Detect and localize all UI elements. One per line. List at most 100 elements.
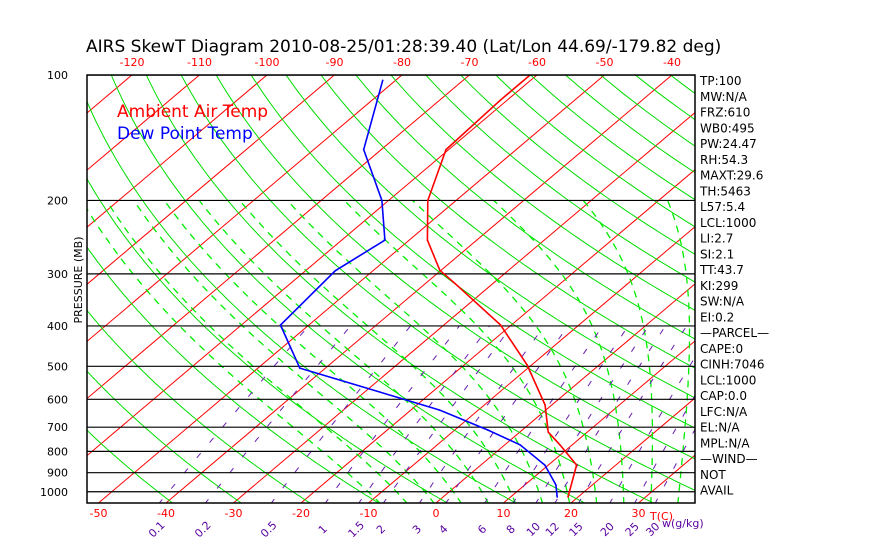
- temp-point: [547, 431, 550, 433]
- isotherm-line: [0, 66, 75, 504]
- isotherm-line: [165, 75, 673, 503]
- index-label: SI:2.1: [700, 247, 734, 261]
- isotherm-line: [0, 66, 8, 504]
- index-label: —WIND—: [700, 452, 758, 466]
- mixing-ratio-tick-label: 10: [524, 520, 543, 539]
- temp-point: [559, 444, 561, 446]
- mixing-ratio-tick-label: 0.2: [192, 519, 214, 541]
- temp-point: [426, 199, 429, 202]
- mixing-ratio-line: [324, 325, 460, 503]
- pressure-tick-label: 900: [47, 467, 68, 480]
- dry-adiabat-line: [425, 75, 695, 283]
- dry-adiabat-line: [669, 75, 695, 95]
- dewpoint-point: [381, 199, 383, 202]
- pressure-tick-label: 100: [47, 69, 68, 82]
- pressure-tick-label: 200: [47, 194, 68, 207]
- mixing-ratio-line: [270, 325, 411, 503]
- bottom-temp-tick-label: 10: [497, 507, 511, 520]
- temp-point: [526, 364, 528, 366]
- dewpoint-point: [298, 367, 301, 369]
- mixing-ratio-line: [578, 325, 687, 503]
- mixing-ratio-line: [158, 325, 309, 503]
- dry-adiabat-line: [831, 66, 870, 504]
- mixing-ratio-line: [358, 325, 490, 503]
- bottom-temp-tick-label: 0: [433, 507, 440, 520]
- dry-adiabat-line: [355, 75, 695, 340]
- temp-point: [499, 324, 502, 326]
- series-layer: [279, 75, 578, 498]
- mixing-ratio-tick-label: 8: [504, 522, 518, 536]
- pressure-tick-label: 800: [47, 445, 68, 458]
- x-axis-label: T(C): [649, 510, 673, 523]
- mixing-ratio-tick-label: 20: [598, 520, 617, 539]
- dewpoint-point: [381, 79, 384, 82]
- bottom-temp-tick-label: -20: [292, 507, 310, 520]
- dry-adiabat-line: [145, 75, 655, 503]
- dewpoint-point: [334, 270, 336, 272]
- moist-adiabat-line: [286, 200, 544, 503]
- pressure-tick-label: 400: [47, 320, 68, 333]
- dewpoint-point: [556, 496, 559, 498]
- mixing-ratio-tick-label: 2: [374, 522, 388, 536]
- bottom-temp-tick-label: -30: [225, 507, 243, 520]
- index-label: LI:2.7: [700, 232, 733, 246]
- top-temp-tick-label: -80: [393, 56, 411, 69]
- mixing-ratio-axis-label: w(g/kg): [662, 517, 704, 530]
- moist-adiabat-line: [133, 200, 435, 503]
- dry-adiabat-line: [87, 429, 174, 503]
- mixing-ratio-line: [204, 325, 351, 503]
- index-label: KI:299: [700, 279, 738, 293]
- isotherm-line: [232, 111, 695, 503]
- moist-adiabat-line: [87, 207, 381, 503]
- moist-adiabat-line: [105, 200, 408, 503]
- top-temp-tick-label: -100: [255, 56, 280, 69]
- dry-adiabat-line: [180, 75, 695, 491]
- legend-ambient-air-temp: Ambient Air Temp: [117, 102, 268, 122]
- index-label: EL:N/A: [700, 421, 740, 435]
- isotherm-line: [87, 75, 268, 228]
- dewpoint-point: [487, 429, 489, 431]
- temp-point: [453, 282, 456, 285]
- dry-adiabat-line: [87, 246, 380, 503]
- mixing-ratio-line: [484, 325, 604, 503]
- index-label: CAPE:0: [700, 342, 743, 356]
- dewpoint-point: [279, 324, 282, 326]
- isotherm-line: [435, 283, 695, 503]
- dry-adiabat-line: [87, 309, 311, 503]
- moist-adiabat-line: [493, 200, 625, 503]
- temp-point: [499, 99, 502, 102]
- legend-dew-point-temp: Dew Point Temp: [117, 124, 253, 144]
- temp-point: [445, 148, 447, 151]
- isotherm-line: [502, 340, 695, 503]
- dewpoint-point: [519, 444, 521, 446]
- pressure-tick-label: 1000: [40, 486, 68, 499]
- bottom-temp-tick-label: -50: [90, 507, 108, 520]
- temp-point: [544, 404, 546, 406]
- dewpoint-point: [544, 464, 546, 466]
- index-label: SW:N/A: [700, 295, 745, 309]
- dry-adiabat-line: [87, 100, 518, 503]
- moist-adiabat-line: [198, 200, 489, 503]
- top-temp-tick-label: -90: [326, 56, 344, 69]
- isotherm-line: [87, 75, 403, 343]
- mixing-ratio-tick-label: 3: [410, 522, 424, 536]
- top-temp-tick-label: -110: [187, 56, 212, 69]
- isotherm-line: [87, 75, 201, 171]
- index-label: NOT: [700, 468, 726, 482]
- mixing-ratio-tick-label: 25: [623, 520, 642, 539]
- index-label: RH:54.3: [700, 153, 748, 167]
- moist-adiabat-line: [239, 200, 517, 503]
- moist-adiabat-line: [163, 200, 462, 503]
- mixing-ratio-tick-label: 0.1: [146, 519, 168, 541]
- top-temp-tick-label: -120: [120, 56, 145, 69]
- dry-adiabat-line: [494, 75, 695, 228]
- mixing-ratio-line: [535, 325, 650, 503]
- index-label: MW:N/A: [700, 90, 748, 104]
- mixing-ratio-line: [382, 325, 513, 503]
- dry-adiabat-line: [796, 66, 870, 504]
- isotherm-line: [87, 75, 471, 400]
- bottom-temp-tick-label: 30: [632, 507, 646, 520]
- index-label: TP:100: [699, 74, 742, 88]
- mixing-ratio-line: [654, 428, 695, 503]
- index-label: AVAIL: [700, 484, 734, 498]
